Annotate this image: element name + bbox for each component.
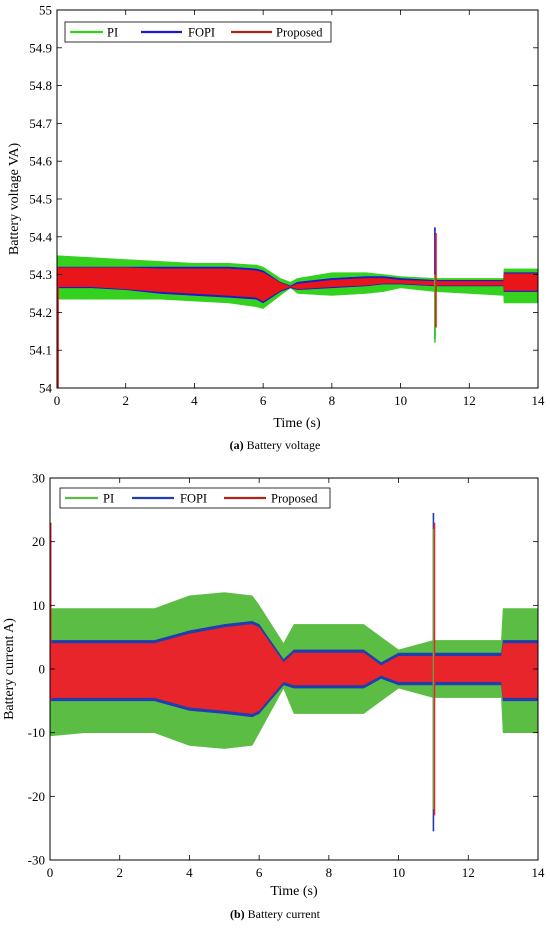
x-ticks-a: 0 2 4 6 8 10 12 14 (54, 10, 545, 408)
legend-label-pi-b: PI (103, 492, 114, 506)
y-tick-label: 54.1 (29, 343, 52, 358)
y-tick-label: 54.6 (29, 154, 52, 169)
spikes-b (49, 513, 436, 832)
caption-tag-b: (b) (230, 907, 245, 921)
y-tick-label: -20 (28, 789, 45, 804)
x-tick-label: 0 (47, 865, 54, 880)
legend-b: PI FOPI Proposed (59, 487, 331, 509)
x-tick-label: 12 (462, 865, 475, 880)
caption-text-a: Battery voltage (244, 438, 321, 452)
x-tick-label: 12 (463, 393, 476, 408)
legend-box-a (64, 21, 332, 43)
y-ticks-b: -30 -20 -10 0 10 20 30 (28, 471, 538, 868)
caption-text-b: Battery current (245, 907, 321, 921)
caption-a: (a) Battery voltage (230, 438, 321, 452)
legend-label-pi-a: PI (107, 26, 118, 40)
x-tick-label: 2 (116, 865, 123, 880)
x-ticks-b: 0 2 4 6 8 10 12 14 (47, 478, 545, 880)
x-tick-label: 6 (260, 393, 267, 408)
caption-tag-a: (a) (230, 438, 244, 452)
y-tick-label: 54.3 (29, 267, 52, 282)
legend-a: PI FOPI Proposed (64, 21, 332, 43)
spikes-a (57, 227, 437, 388)
x-tick-label: 4 (191, 393, 198, 408)
y-tick-label: 0 (39, 662, 46, 677)
y-tick-label: 10 (32, 598, 45, 613)
chart-b: -30 -20 -10 0 10 20 30 0 2 4 6 8 10 12 14 Time (s) Ba… (2, 471, 545, 922)
y-ticks-a: 54 54.1 54.2 54.3 54.4 54.5 54.6 54.7 54.8 54.9 55 (29, 3, 538, 396)
y-tick-label: -30 (28, 853, 45, 868)
x-tick-label: 14 (532, 865, 546, 880)
legend-label-proposed-b: Proposed (271, 492, 318, 506)
legend-label-fopi-a: FOPI (188, 26, 215, 40)
y-tick-label: 30 (32, 471, 45, 486)
y-tick-label: 54.4 (29, 229, 52, 244)
x-tick-label: 2 (122, 393, 129, 408)
x-tick-label: 10 (394, 393, 407, 408)
chart-a: 54 54.1 54.2 54.3 54.4 54.5 54.6 54.7 54.8 54.9 55… (7, 3, 545, 453)
legend-box-b (59, 487, 331, 509)
y-tick-label: 20 (32, 534, 45, 549)
legend-label-fopi-b: FOPI (180, 492, 207, 506)
x-tick-label: 10 (392, 865, 405, 880)
legend-label-proposed-a: Proposed (276, 26, 323, 40)
x-tick-label: 8 (329, 393, 336, 408)
y-tick-label: 54.7 (29, 116, 52, 131)
x-tick-label: 8 (326, 865, 333, 880)
x-tick-label: 6 (256, 865, 263, 880)
y-tick-label: 54.5 (29, 192, 52, 207)
x-axis-label-b: Time (s) (270, 884, 318, 899)
y-tick-label: 54.9 (29, 40, 52, 55)
y-tick-label: 55 (39, 3, 52, 18)
x-axis-label-a: Time (s) (273, 416, 321, 431)
x-tick-label: 4 (186, 865, 193, 880)
x-tick-label: 0 (54, 393, 61, 408)
bands-b (49, 592, 539, 749)
y-axis-label-a: Battery voltage VA) (7, 143, 22, 256)
y-tick-label: 54.8 (29, 78, 52, 93)
y-tick-label: 54 (39, 381, 53, 396)
plot-area-a (57, 10, 538, 388)
x-tick-label: 14 (532, 393, 546, 408)
caption-b: (b) Battery current (230, 907, 321, 921)
y-tick-label: 54.2 (29, 305, 52, 320)
y-tick-label: -10 (28, 725, 45, 740)
y-axis-label-b: Battery current A) (2, 618, 17, 720)
